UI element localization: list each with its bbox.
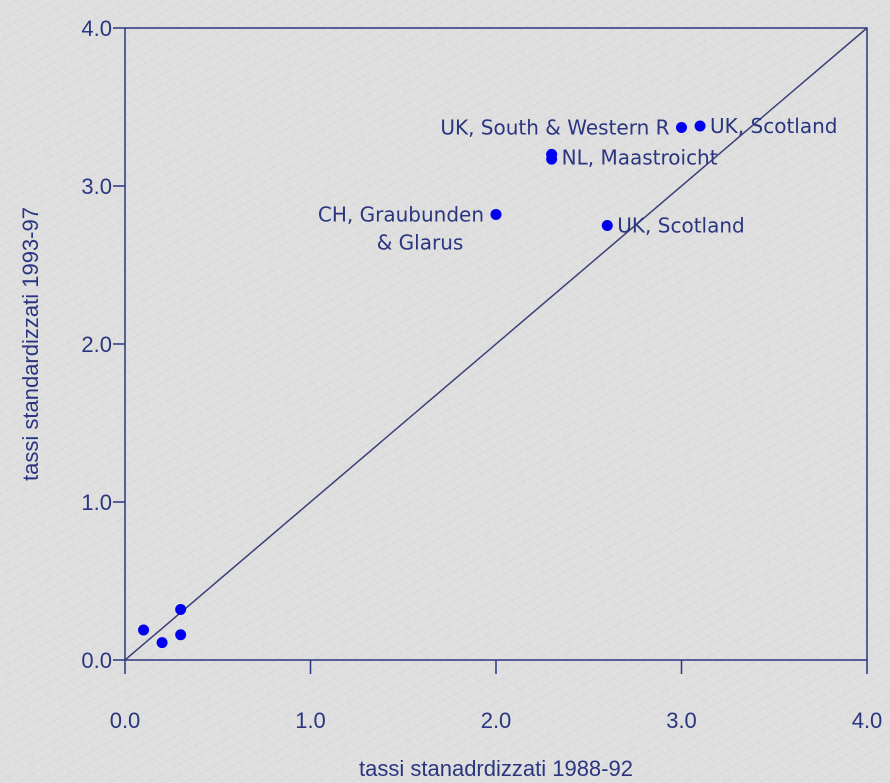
x-tick-label: 3.0: [666, 708, 697, 733]
y-tick-label: 0.0: [81, 648, 112, 673]
data-points: [138, 120, 706, 649]
data-point: [175, 629, 187, 641]
y-tick-label: 2.0: [81, 332, 112, 357]
x-axis-ticks: 0.0 1.0 2.0 3.0 4.0: [110, 660, 883, 733]
data-point: [156, 637, 168, 649]
x-axis-title: tassi stanadrdizzati 1988-92: [359, 756, 633, 781]
point-label: UK, Scotland: [617, 214, 744, 238]
x-tick-label: 0.0: [110, 708, 141, 733]
data-point: [601, 220, 613, 231]
point-label: UK, South & Western R: [440, 116, 669, 140]
data-point: [694, 120, 706, 132]
point-label: CH, Graubunden: [318, 202, 484, 226]
x-tick-label: 1.0: [295, 708, 326, 733]
y-tick-label: 4.0: [81, 16, 112, 41]
data-point: [546, 153, 558, 165]
data-point: [490, 208, 502, 220]
reference-line: [124, 27, 868, 661]
point-label: UK, Scotland: [710, 114, 837, 138]
point-annotations: UK, South & Western R UK, Scotland NL, Maa…: [318, 114, 838, 254]
data-point: [676, 122, 687, 134]
x-tick-label: 4.0: [852, 708, 883, 733]
data-point: [175, 603, 187, 615]
y-axis-ticks: 0.0 1.0 2.0 3.0 4.0: [81, 16, 125, 673]
y-tick-label: 1.0: [81, 490, 112, 515]
y-tick-label: 3.0: [81, 174, 112, 199]
x-tick-label: 2.0: [481, 708, 512, 733]
point-label: NL, Maastroicht: [562, 146, 718, 170]
data-point: [138, 624, 150, 636]
point-label: & Glarus: [377, 230, 464, 254]
y-axis-title: tassi standardizzati 1993-97: [18, 207, 43, 481]
